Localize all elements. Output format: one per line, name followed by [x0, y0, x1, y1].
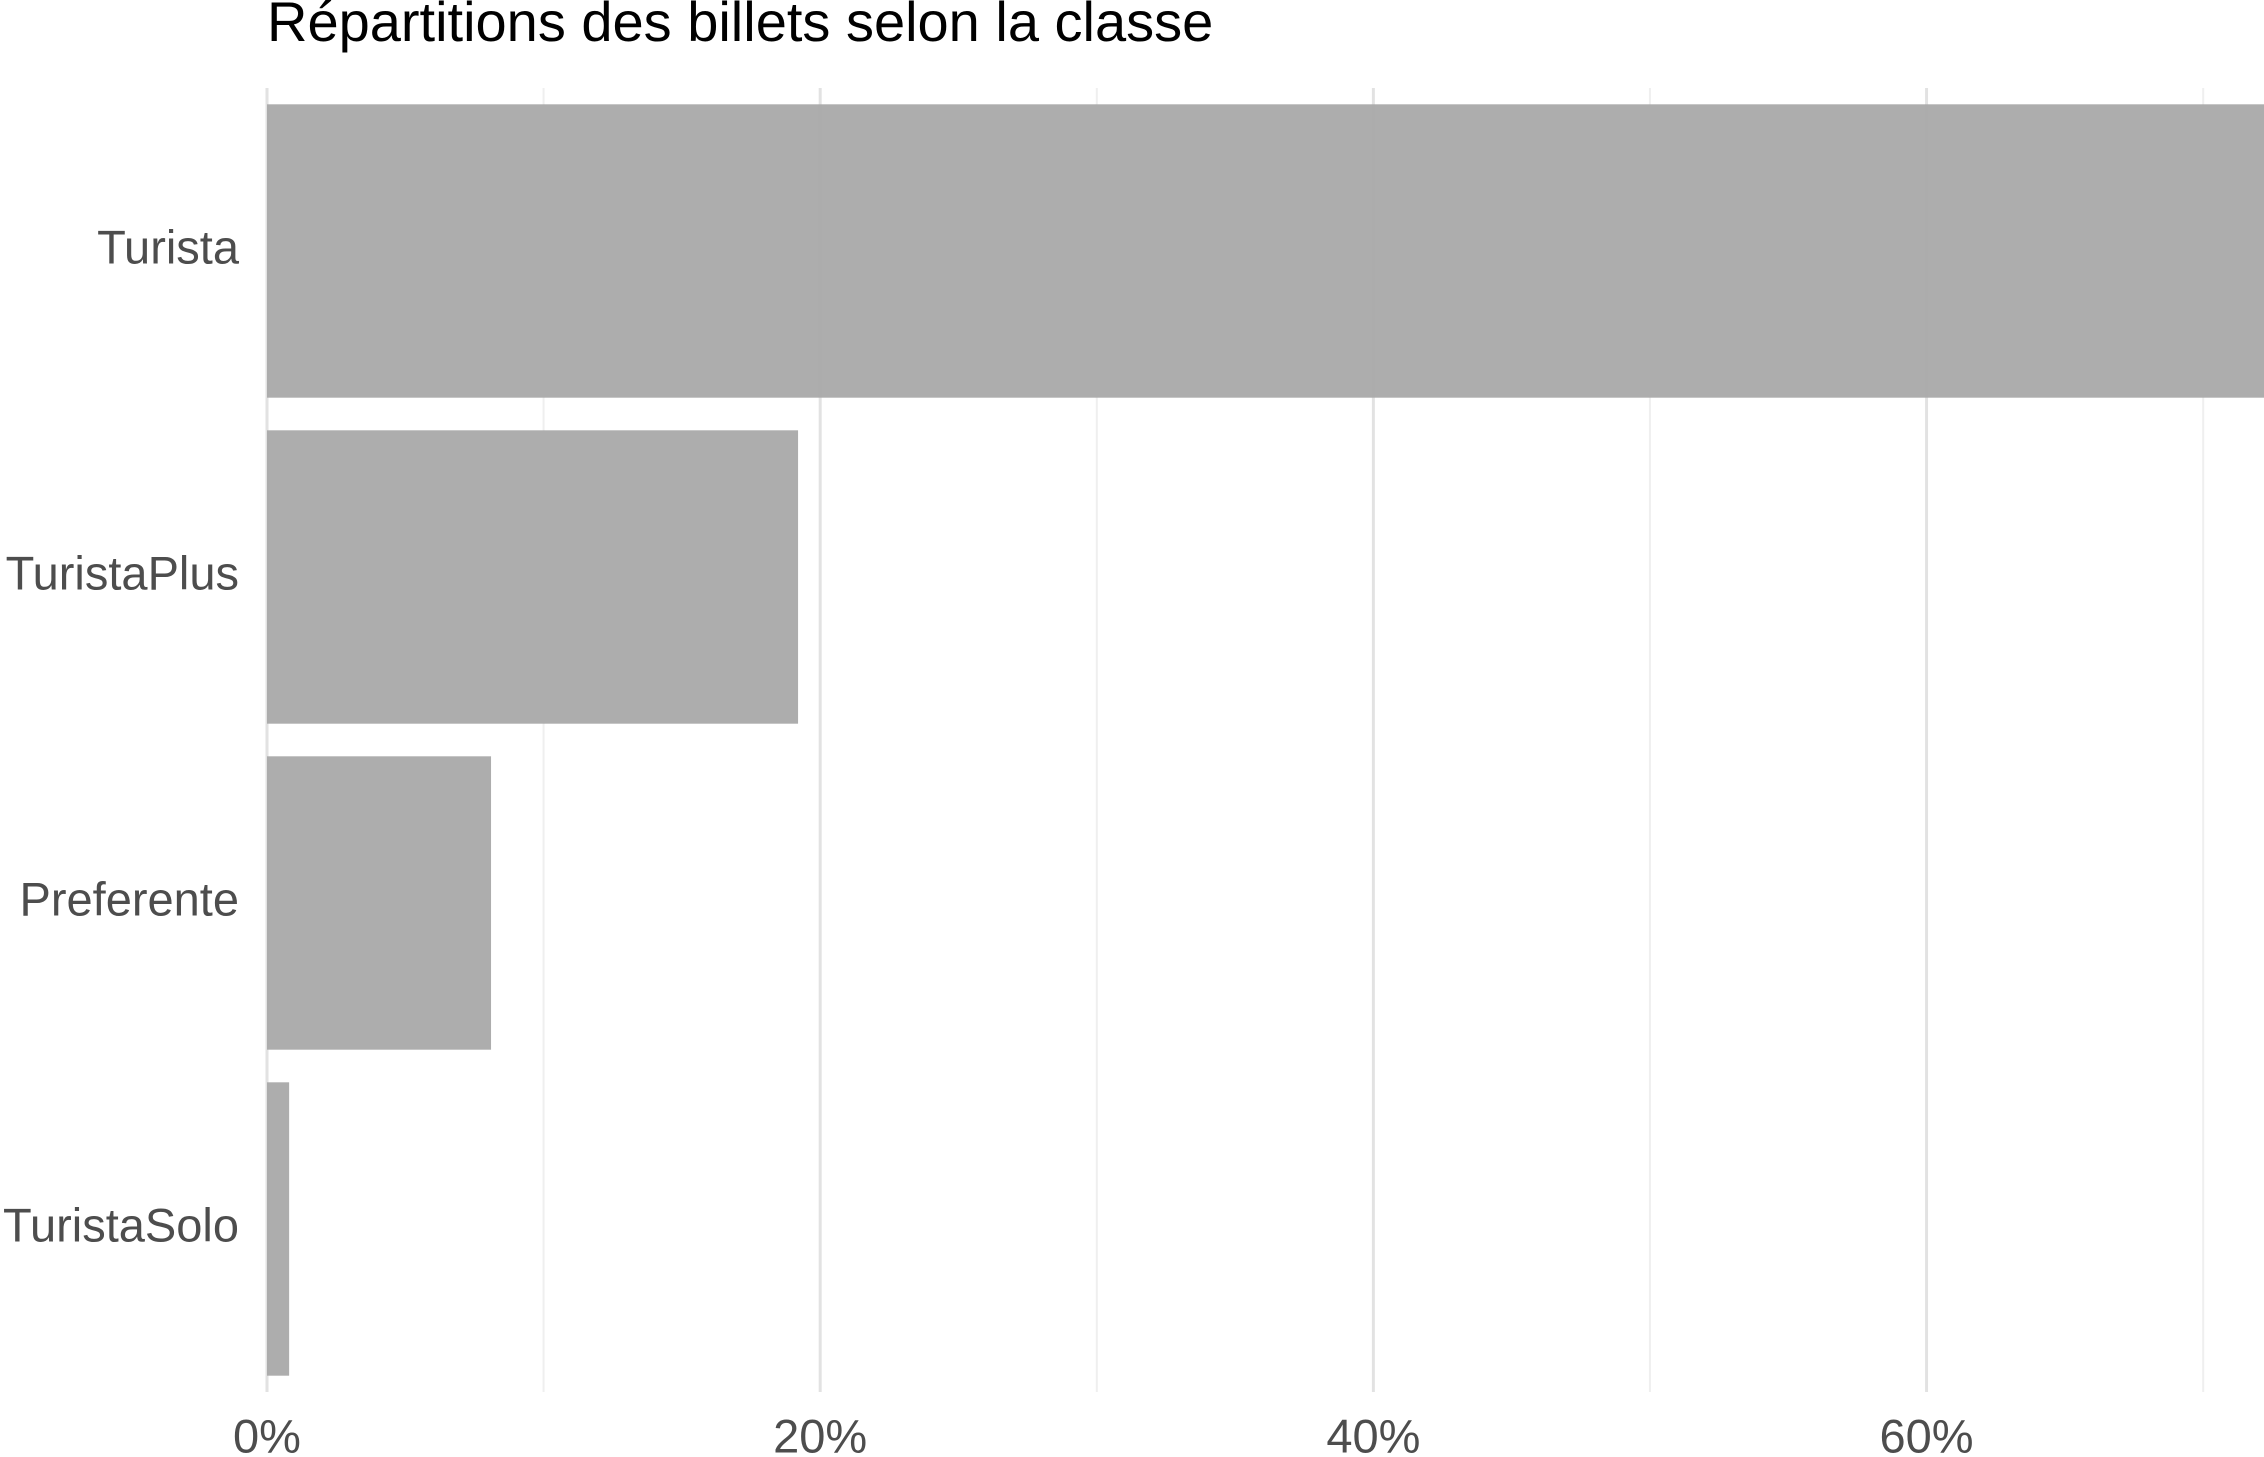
- bar-preferente: [267, 756, 492, 1050]
- y-axis-tick-labels: Turista TuristaPlus Preferente TuristaSolo: [3, 220, 240, 1251]
- x-axis-tick-labels: 0% 20% 40% 60%: [233, 1409, 1974, 1457]
- y-tick-label: Turista: [97, 220, 240, 273]
- y-tick-label: TuristaPlus: [6, 546, 239, 599]
- bars: [267, 104, 2264, 1376]
- bar-turistaplus: [267, 430, 799, 724]
- x-tick-label: 0%: [233, 1409, 301, 1457]
- bar-turista: [267, 104, 2264, 398]
- chart-title: Répartitions des billets selon la classe: [267, 0, 1214, 53]
- y-tick-label: TuristaSolo: [3, 1198, 239, 1251]
- x-tick-label: 20%: [773, 1409, 867, 1457]
- y-tick-label: Preferente: [20, 872, 239, 925]
- bar-turistasolo: [267, 1082, 290, 1376]
- x-tick-label: 40%: [1326, 1409, 1420, 1457]
- x-tick-label: 60%: [1880, 1409, 1974, 1457]
